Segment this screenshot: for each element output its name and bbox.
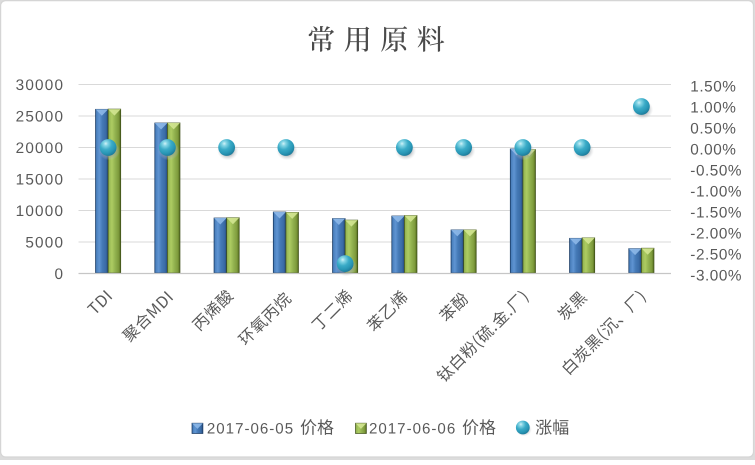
- svg-text:5000: 5000: [25, 235, 64, 252]
- svg-text:-2.00%: -2.00%: [690, 226, 742, 243]
- svg-text:10000: 10000: [16, 203, 65, 220]
- svg-text:0.50%: 0.50%: [690, 121, 736, 138]
- svg-text:30000: 30000: [16, 77, 65, 94]
- svg-text:25000: 25000: [16, 109, 65, 126]
- svg-text:15000: 15000: [16, 172, 65, 189]
- svg-text:-1.00%: -1.00%: [690, 184, 742, 201]
- svg-text:20000: 20000: [16, 140, 65, 157]
- svg-text:2017-06-05: 2017-06-05: [207, 421, 294, 438]
- svg-text:-2.50%: -2.50%: [690, 247, 742, 264]
- svg-text:2017-06-06: 2017-06-06: [369, 421, 456, 438]
- svg-text:0.00%: 0.00%: [690, 142, 736, 159]
- svg-text:1.00%: 1.00%: [690, 100, 736, 117]
- svg-text:0: 0: [54, 266, 64, 283]
- svg-text:1.50%: 1.50%: [690, 79, 736, 96]
- svg-text:-0.50%: -0.50%: [690, 163, 742, 180]
- svg-text:-1.50%: -1.50%: [690, 205, 742, 222]
- svg-text:-3.00%: -3.00%: [690, 268, 742, 285]
